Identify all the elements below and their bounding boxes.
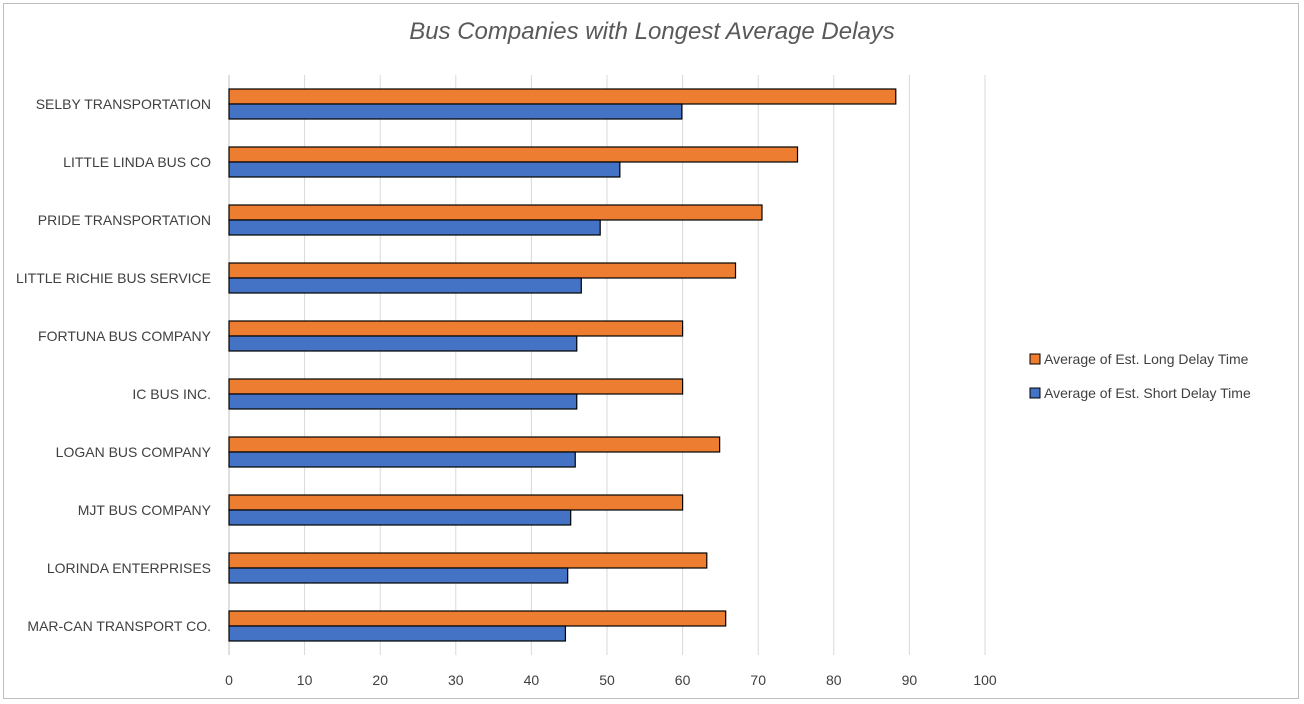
long-delay-bar: [228, 494, 684, 511]
long-delay-bar: [228, 204, 763, 221]
x-tick-label: 40: [524, 672, 540, 688]
x-tick-label: 0: [225, 672, 233, 688]
category-label: FORTUNA BUS COMPANY: [38, 328, 212, 344]
category-label: LITTLE RICHIE BUS SERVICE: [16, 270, 211, 286]
x-tick-labels: 0 10 20 30 40 50 60 70 80 90 100: [225, 672, 997, 688]
x-tick-label: 60: [675, 672, 691, 688]
short-delay-bar: [228, 625, 567, 642]
category-label: LOGAN BUS COMPANY: [56, 444, 212, 460]
legend: Average of Est. Long Delay Time Average o…: [1029, 351, 1251, 401]
chart-title: Bus Companies with Longest Average Delay…: [409, 18, 895, 45]
short-delay-bar: [228, 103, 683, 120]
long-delay-bar: [228, 378, 684, 395]
short-delay-bar: [228, 161, 621, 178]
legend-swatch-long: [1029, 353, 1041, 365]
short-delay-bar: [228, 567, 569, 584]
long-delay-bar: [228, 610, 727, 627]
x-tick-label: 100: [973, 672, 997, 688]
short-delay-bar: [228, 335, 578, 352]
x-tick-label: 70: [750, 672, 766, 688]
category-label: SELBY TRANSPORTATION: [36, 96, 211, 112]
bars: [228, 88, 897, 642]
category-label: IC BUS INC.: [132, 386, 211, 402]
category-label: PRIDE TRANSPORTATION: [38, 212, 211, 228]
x-tick-label: 20: [372, 672, 388, 688]
category-label: LITTLE LINDA BUS CO: [63, 154, 211, 170]
x-tick-label: 90: [902, 672, 918, 688]
legend-label-short: Average of Est. Short Delay Time: [1044, 385, 1251, 401]
short-delay-bar: [228, 277, 582, 294]
long-delay-bar: [228, 88, 897, 105]
x-tick-label: 10: [297, 672, 313, 688]
short-delay-bar: [228, 393, 578, 410]
long-delay-bar: [228, 552, 708, 569]
long-delay-bar: [228, 436, 721, 453]
short-delay-bar: [228, 509, 572, 526]
long-delay-bar: [228, 262, 737, 279]
x-tick-label: 50: [599, 672, 615, 688]
category-label: LORINDA ENTERPRISES: [47, 560, 211, 576]
short-delay-bar: [228, 451, 576, 468]
long-delay-bar: [228, 320, 684, 337]
category-label: MAR-CAN TRANSPORT CO.: [27, 618, 211, 634]
x-tick-label: 30: [448, 672, 464, 688]
legend-swatch-short: [1029, 387, 1041, 399]
category-labels: SELBY TRANSPORTATION LITTLE LINDA BUS CO P…: [16, 96, 212, 634]
x-tick-label: 80: [826, 672, 842, 688]
category-label: MJT BUS COMPANY: [78, 502, 212, 518]
legend-label-long: Average of Est. Long Delay Time: [1044, 351, 1249, 367]
long-delay-bar: [228, 146, 799, 163]
short-delay-bar: [228, 219, 601, 236]
